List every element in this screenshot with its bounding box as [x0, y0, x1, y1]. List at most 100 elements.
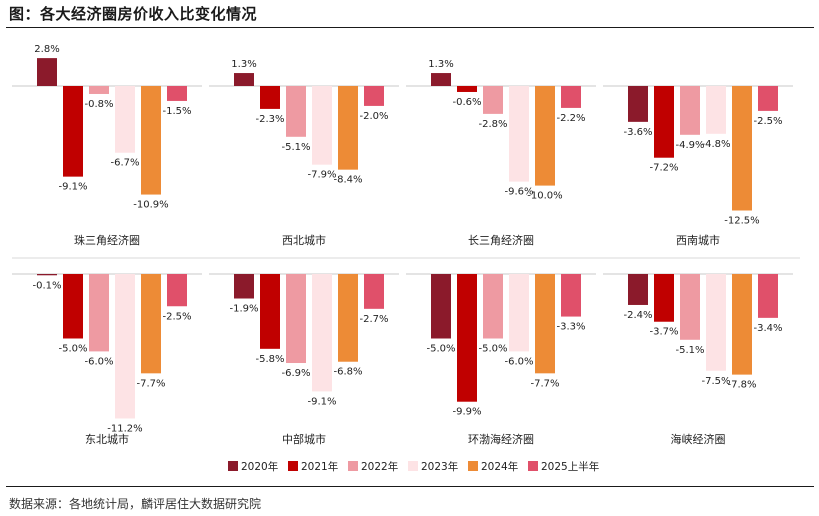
- category-label: 西北城市: [282, 233, 326, 247]
- bar: [509, 86, 529, 182]
- legend-label: 2021年: [301, 460, 338, 473]
- bar: [758, 86, 778, 111]
- category-label: 东北城市: [85, 432, 129, 446]
- bar: [63, 274, 83, 339]
- legend-label: 2023年: [421, 460, 458, 473]
- data-label: -3.7%: [649, 327, 678, 338]
- bar: [141, 274, 161, 374]
- bar: [37, 274, 57, 276]
- bar: [483, 274, 503, 339]
- bar: [89, 274, 109, 352]
- data-label: -7.9%: [307, 170, 336, 181]
- bar: [732, 274, 752, 375]
- data-label: -5.1%: [281, 142, 310, 153]
- bar: [535, 86, 555, 186]
- category-label: 珠三角经济圈: [74, 233, 140, 247]
- bar: [457, 86, 477, 92]
- data-label: -1.5%: [162, 106, 191, 117]
- data-label: -0.8%: [84, 99, 113, 110]
- data-label: -9.9%: [452, 407, 481, 418]
- bar: [338, 274, 358, 362]
- data-label: -2.4%: [623, 310, 652, 321]
- page-title: 图：各大经济圈房价收入比变化情况: [9, 5, 258, 23]
- data-label: -0.1%: [32, 280, 61, 291]
- legend-label: 2020年: [241, 460, 278, 473]
- bar: [561, 86, 581, 108]
- bar: [167, 274, 187, 307]
- bar: [312, 274, 332, 392]
- bar: [37, 58, 57, 86]
- bar: [431, 73, 451, 86]
- data-label: -3.6%: [623, 127, 652, 138]
- data-label: -6.0%: [84, 356, 113, 367]
- bar: [115, 274, 135, 419]
- bar: [286, 274, 306, 364]
- data-label: -5.8%: [255, 354, 284, 365]
- data-label: -10.0%: [527, 191, 562, 202]
- bar: [234, 274, 254, 299]
- data-label: -8.4%: [333, 175, 362, 186]
- legend-swatch: [228, 461, 238, 471]
- data-label: -7.7%: [530, 378, 559, 389]
- data-label: -1.9%: [229, 304, 258, 315]
- legend-swatch: [348, 461, 358, 471]
- bar: [364, 86, 384, 106]
- data-label: -7.8%: [727, 380, 756, 391]
- bar: [286, 86, 306, 137]
- bar: [654, 86, 674, 158]
- bar: [706, 86, 726, 134]
- data-label: 2.8%: [34, 44, 59, 55]
- data-label: -5.1%: [675, 345, 704, 356]
- data-label: 1.3%: [231, 59, 256, 70]
- data-label: -5.0%: [478, 344, 507, 355]
- bar: [561, 274, 581, 317]
- data-label: -6.0%: [504, 356, 533, 367]
- data-label: -2.2%: [556, 113, 585, 124]
- bar: [260, 86, 280, 109]
- bar: [628, 274, 648, 305]
- bar: [732, 86, 752, 211]
- legend-swatch: [408, 461, 418, 471]
- bar: [338, 86, 358, 170]
- legend-label: 2025上半年: [541, 460, 599, 473]
- bar: [706, 274, 726, 371]
- bar: [758, 274, 778, 318]
- source-divider: [6, 486, 814, 487]
- bar: [457, 274, 477, 402]
- bar: [680, 86, 700, 135]
- data-label: -2.7%: [359, 314, 388, 325]
- legend-swatch: [288, 461, 298, 471]
- bar: [654, 274, 674, 322]
- category-label: 环渤海经济圈: [468, 432, 534, 446]
- bar: [167, 86, 187, 101]
- bar: [680, 274, 700, 340]
- bar: [115, 86, 135, 153]
- data-label: -2.8%: [478, 119, 507, 130]
- legend-swatch: [468, 461, 478, 471]
- data-label: -2.5%: [753, 116, 782, 127]
- bar: [483, 86, 503, 114]
- data-label: -9.1%: [307, 396, 336, 407]
- data-label: 1.3%: [428, 59, 453, 70]
- data-label: -7.2%: [649, 163, 678, 174]
- bar: [431, 274, 451, 339]
- data-label: -7.7%: [136, 378, 165, 389]
- data-label: -6.8%: [333, 367, 362, 378]
- bar: [628, 86, 648, 122]
- bar: [364, 274, 384, 309]
- source-note: 数据来源：各地统计局，麟评居住大数据研究院: [9, 497, 262, 511]
- data-label: -3.4%: [753, 323, 782, 334]
- data-label: -5.0%: [426, 344, 455, 355]
- data-label: -10.9%: [133, 200, 168, 211]
- data-label: -0.6%: [452, 97, 481, 108]
- data-label: -2.0%: [359, 111, 388, 122]
- bar: [509, 274, 529, 352]
- data-label: -9.1%: [58, 182, 87, 193]
- title-divider: [6, 27, 814, 28]
- data-label: -6.9%: [281, 368, 310, 379]
- bar: [89, 86, 109, 94]
- data-label: -6.7%: [110, 158, 139, 169]
- category-label: 西南城市: [676, 233, 720, 247]
- legend-label: 2022年: [361, 460, 398, 473]
